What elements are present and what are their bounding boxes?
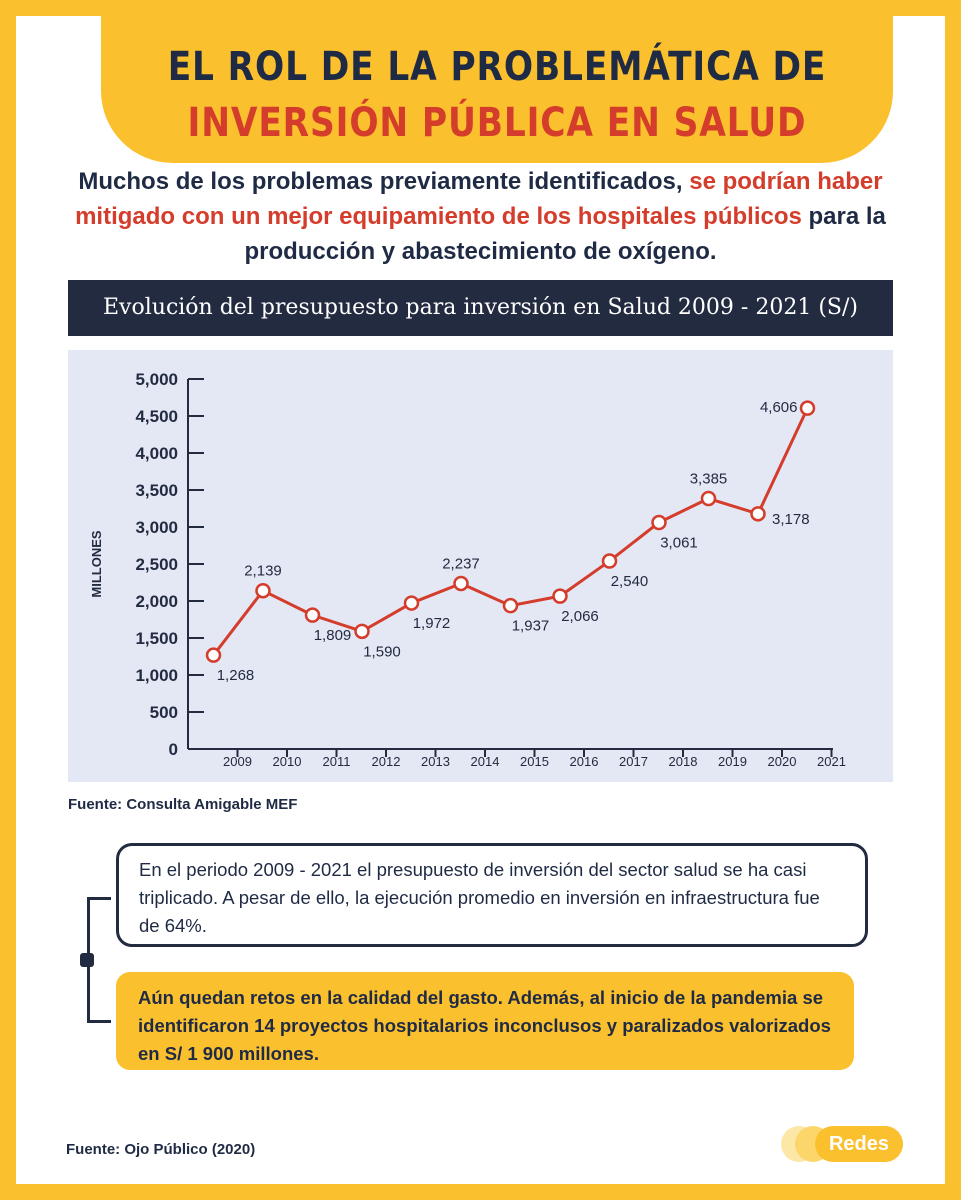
x-tick-label: 2020 — [768, 754, 797, 769]
data-point-marker — [255, 582, 271, 599]
data-label: 2,540 — [611, 573, 649, 590]
note-box-highlighted: Aún quedan retos en la calidad del gasto… — [116, 972, 854, 1070]
data-point-marker — [502, 597, 519, 614]
x-tick-label: 2017 — [619, 754, 648, 769]
data-point-marker — [601, 553, 618, 569]
data-point-marker — [403, 595, 420, 611]
intro-paragraph: Muchos de los problemas previamente iden… — [60, 164, 901, 269]
y-tick-label: 1,000 — [135, 666, 178, 685]
y-tick-label: 2,000 — [135, 592, 178, 611]
intro-text-part1: Muchos de los problemas previamente iden… — [78, 168, 690, 195]
x-tick-label: 2010 — [273, 754, 302, 769]
header-banner: EL ROL DE LA PROBLEMÁTICA DE INVERSIÓN P… — [101, 16, 893, 163]
data-label: 1,809 — [314, 627, 352, 644]
data-label: 2,066 — [561, 608, 599, 625]
x-tick-label: 2018 — [669, 754, 698, 769]
header-title-line1: EL ROL DE LA PROBLEMÁTICA DE — [167, 44, 827, 90]
x-tick-label: 2016 — [570, 754, 599, 769]
y-tick-label: 3,500 — [135, 481, 178, 500]
chart-title: Evolución del presupuesto para inversión… — [68, 280, 893, 336]
line-chart: 0 500 1,000 1,500 2,000 2,500 3,000 3,500 4,000 4… — [89, 370, 846, 769]
y-axis-label: MILLONES — [89, 530, 104, 597]
data-point-marker — [453, 575, 469, 592]
y-tick-label: 1,500 — [135, 629, 178, 648]
data-point-marker — [700, 490, 717, 507]
y-tick-label: 3,000 — [135, 518, 178, 537]
chart-panel: 0 500 1,000 1,500 2,000 2,500 3,000 3,500 4,000 4… — [68, 350, 893, 782]
note2-text: Aún quedan retos en la calidad del gasto… — [138, 987, 831, 1064]
bracket-top-arm — [87, 897, 111, 900]
redes-logo: Redes — [781, 1124, 903, 1164]
data-label: 3,385 — [690, 471, 728, 488]
x-tick-label: 2012 — [372, 754, 401, 769]
x-tick-label: 2011 — [323, 754, 351, 769]
data-point-marker — [799, 400, 816, 416]
header-title-line2: INVERSIÓN PÚBLICA EN SALUD — [187, 100, 807, 146]
data-point-marker — [304, 607, 321, 623]
y-tick-label: 500 — [150, 703, 178, 722]
chart-source: Fuente: Consulta Amigable MEF — [68, 796, 298, 813]
y-tick-label: 5,000 — [135, 370, 178, 389]
x-tick-label: 2021 — [817, 754, 846, 769]
bracket-node — [80, 953, 94, 967]
logo-wordmark: Redes — [815, 1126, 903, 1162]
y-tick-label: 4,000 — [135, 444, 178, 463]
data-label: 1,937 — [512, 618, 550, 635]
x-tick-label: 2013 — [421, 754, 450, 769]
y-tick-label: 4,500 — [135, 407, 178, 426]
data-label: 3,178 — [772, 511, 810, 528]
data-label: 1,268 — [217, 667, 255, 684]
x-tick-label: 2019 — [718, 754, 747, 769]
data-label: 1,972 — [413, 615, 451, 632]
intro-highlight: se podrían haber mitigado con un mejor e… — [75, 168, 883, 230]
bottom-source: Fuente: Ojo Público (2020) — [66, 1141, 256, 1158]
note1-text: En el periodo 2009 - 2021 el presupuesto… — [139, 859, 820, 936]
x-tick-label: 2015 — [520, 754, 549, 769]
intro-text-part2: para la producción y abastecimiento de o… — [244, 203, 886, 265]
data-label: 3,061 — [660, 534, 698, 551]
data-point-marker — [750, 506, 766, 522]
data-point-marker — [651, 514, 667, 531]
data-label: 1,590 — [363, 643, 401, 660]
data-point-marker — [354, 623, 370, 640]
data-label: 4,606 — [760, 399, 798, 416]
x-tick-label: 2009 — [223, 754, 252, 769]
data-point-marker — [205, 647, 222, 663]
note-box-outlined: En el periodo 2009 - 2021 el presupuesto… — [116, 843, 868, 947]
data-label: 2,237 — [442, 555, 480, 572]
series-line — [212, 407, 809, 657]
data-point-marker — [552, 588, 568, 604]
y-tick-label: 0 — [169, 740, 178, 759]
bracket-bottom-arm — [87, 1020, 111, 1023]
y-tick-label: 2,500 — [135, 555, 178, 574]
data-label: 2,139 — [244, 563, 282, 580]
x-tick-label: 2014 — [471, 754, 500, 769]
